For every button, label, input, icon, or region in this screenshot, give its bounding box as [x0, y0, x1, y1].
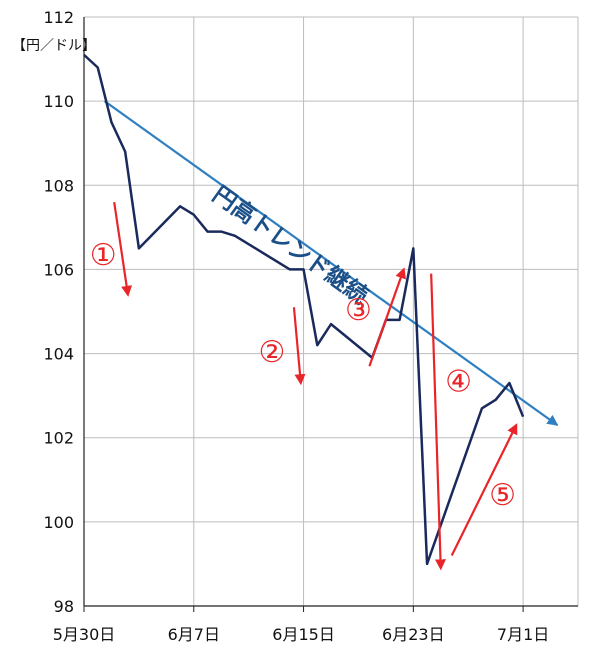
trend-arrow: [103, 100, 559, 426]
annotation-layer: ① ② ③ ④ ⑤: [90, 201, 518, 571]
annotation-number: ①: [90, 238, 117, 273]
x-tick-label: 7月1日: [497, 625, 549, 644]
y-tick-label: 108: [43, 176, 74, 195]
annotation-arrow: [430, 273, 446, 571]
annotation-number: ③: [345, 293, 372, 328]
annotation-arrow: [292, 307, 306, 386]
annotation-arrow: [368, 267, 406, 367]
tick-label-layer: 98 100 102 104 106 108 110 112 5月30日 6月7日 6月15日 6月2…: [43, 8, 549, 644]
x-tick-label: 5月30日: [53, 625, 116, 644]
y-tick-label: 100: [43, 513, 74, 532]
y-axis-unit-label: 【円／ドル】: [12, 38, 96, 54]
trend-layer: 円高トレンド継続: [103, 100, 559, 426]
annotation-arrow: [113, 201, 133, 297]
y-tick-label: 110: [43, 92, 74, 111]
axes: [83, 17, 578, 612]
annotation-number: ⑤: [489, 478, 516, 513]
trend-label: 円高トレンド継続: [208, 181, 373, 310]
annotation-number: ②: [259, 335, 286, 370]
x-tick-label: 6月23日: [382, 625, 445, 644]
annotation-number: ④: [445, 364, 472, 399]
x-tick-label: 6月15日: [272, 625, 335, 644]
y-tick-label: 98: [54, 597, 74, 616]
y-tick-label: 104: [43, 345, 74, 364]
y-tick-label: 112: [43, 8, 74, 27]
grid-lines: [83, 16, 579, 607]
annotation-arrow: [450, 423, 518, 557]
series-line-0: [83, 53, 525, 566]
series-layer: [83, 53, 525, 566]
y-tick-label: 106: [43, 260, 74, 279]
x-tick-label: 6月7日: [168, 625, 220, 644]
y-tick-label: 102: [43, 429, 74, 448]
